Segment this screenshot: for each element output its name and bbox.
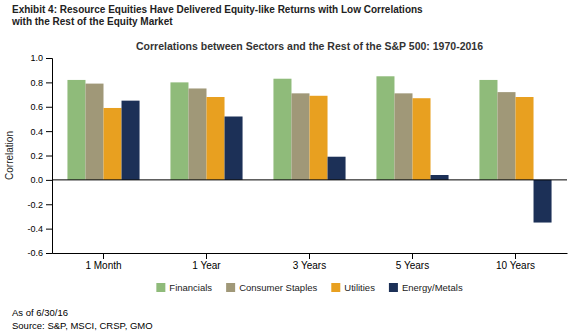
tick-mark — [46, 58, 52, 59]
chart-title: Correlations between Sectors and the Res… — [136, 40, 483, 52]
legend-item: Utilities — [331, 282, 375, 293]
tick-label: -0.2 — [27, 200, 43, 210]
chart-svg: Exhibit 4: Resource Equities Have Delive… — [0, 0, 582, 335]
bar — [291, 93, 309, 180]
bar — [479, 80, 497, 180]
legend-label: Utilities — [344, 282, 375, 293]
bar — [170, 82, 188, 180]
bar — [534, 180, 552, 223]
tick-label: 0.2 — [30, 151, 43, 161]
tick: 1 Month — [85, 253, 121, 271]
tick-mark — [412, 253, 413, 259]
tick: 0.0 — [30, 175, 52, 185]
tick: 3 Years — [293, 253, 326, 271]
legend-label: Energy/Metals — [402, 282, 463, 293]
tick: -0.6 — [27, 248, 52, 258]
legend-swatch — [226, 283, 235, 292]
bar — [431, 175, 449, 180]
tick: 1 Year — [192, 253, 221, 271]
bar — [376, 76, 394, 180]
bar — [67, 80, 85, 180]
tick-label: 1.0 — [30, 53, 43, 63]
bar — [85, 84, 103, 180]
bar — [516, 97, 534, 180]
tick-mark — [46, 229, 52, 230]
bar — [207, 97, 225, 180]
series — [67, 76, 497, 180]
tick: 10 Years — [496, 253, 535, 271]
bar — [497, 92, 515, 180]
legend-item: Energy/Metals — [389, 282, 463, 293]
legend-item: Financials — [156, 282, 212, 293]
tick-label: -0.4 — [27, 224, 43, 234]
legend-label: Consumer Staples — [239, 282, 317, 293]
bar — [273, 79, 291, 180]
tick-mark — [46, 107, 52, 108]
footer: Source: S&P, MSCI, CRSP, GMO — [12, 320, 153, 331]
series — [104, 96, 534, 180]
bar — [310, 96, 328, 180]
tick-mark — [46, 253, 52, 254]
tick: -0.4 — [27, 224, 52, 234]
tick: 0.6 — [30, 102, 52, 112]
tick: 5 Years — [396, 253, 429, 271]
bar — [188, 88, 206, 179]
bar — [225, 117, 243, 180]
tick-label: -0.6 — [27, 248, 43, 258]
bar — [122, 101, 140, 180]
tick: 0.2 — [30, 151, 52, 161]
tick: 1.0 — [30, 53, 52, 63]
tick-label: 5 Years — [396, 260, 429, 271]
tick-mark — [46, 204, 52, 205]
chart-container: Exhibit 4: Resource Equities Have Delive… — [0, 0, 582, 335]
title: with the Rest of the Equity Market — [11, 16, 173, 27]
bar — [413, 98, 431, 180]
legend-swatch — [389, 283, 398, 292]
axis-line — [46, 59, 53, 254]
tick-mark — [46, 180, 52, 181]
tick-label: 0.0 — [30, 175, 43, 185]
tick-label: 0.8 — [30, 78, 43, 88]
bar — [328, 157, 346, 180]
tick-label: 1 Month — [85, 260, 121, 271]
tick-mark — [103, 253, 104, 259]
tick-mark — [46, 156, 52, 157]
legend-item: Consumer Staples — [226, 282, 317, 293]
tick: -0.2 — [27, 200, 52, 210]
series — [122, 101, 552, 223]
tick-mark — [46, 82, 52, 83]
bar — [104, 108, 122, 180]
title: Exhibit 4: Resource Equities Have Delive… — [12, 4, 423, 15]
tick-mark — [309, 253, 310, 259]
tick-label: 0.6 — [30, 102, 43, 112]
tick: 0.8 — [30, 78, 52, 88]
bar — [394, 93, 412, 180]
tick-label: 3 Years — [293, 260, 326, 271]
zero-line — [52, 179, 567, 180]
legend-swatch — [156, 283, 165, 292]
tick-mark — [515, 253, 516, 259]
plot: -0.6 -0.4 -0.2 0.0 0.2 0.4 0.6 0.8 1.0 1 Month 1 Y… — [27, 53, 567, 271]
tick-label: 0.4 — [30, 127, 43, 137]
tick-mark — [46, 131, 52, 132]
legend: Financials Consumer Staples Utilities Energ… — [156, 282, 463, 293]
tick-mark — [206, 253, 207, 259]
tick-label: 10 Years — [496, 260, 535, 271]
y-axis-label: Correlation — [4, 131, 15, 180]
legend-swatch — [331, 283, 340, 292]
bars — [67, 76, 551, 222]
y-axis: -0.6 -0.4 -0.2 0.0 0.2 0.4 0.6 0.8 1.0 — [27, 53, 52, 258]
tick-label: 1 Year — [192, 260, 221, 271]
footer: As of 6/30/16 — [12, 307, 68, 318]
series — [85, 84, 515, 180]
legend-label: Financials — [169, 282, 212, 293]
tick: 0.4 — [30, 127, 52, 137]
x-axis: 1 Month 1 Year 3 Years 5 Years 10 Years — [53, 253, 568, 271]
